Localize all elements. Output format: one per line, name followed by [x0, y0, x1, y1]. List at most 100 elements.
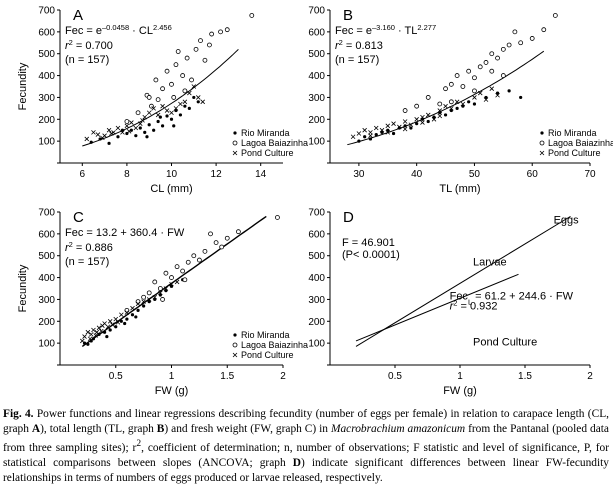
- data-point-circle: [191, 253, 197, 259]
- data-point-dot: [178, 113, 183, 117]
- data-point-dot: [380, 130, 384, 134]
- y-tick-label: 200: [308, 115, 325, 126]
- r-squared-text: r2 = 0.932: [450, 298, 498, 313]
- data-point-cross: [163, 286, 169, 291]
- y-tick-label: 500: [308, 251, 325, 262]
- y-tick-label: 200: [308, 317, 325, 328]
- x-tick-label: 0.5: [109, 371, 123, 382]
- data-point-cross: [94, 329, 100, 335]
- x-tick-label: 30: [353, 169, 365, 180]
- data-point-circle: [495, 55, 500, 61]
- r-squared-symbol: r: [65, 242, 70, 254]
- data-point-circle: [135, 299, 141, 305]
- r-squared-value: = 0.813: [343, 40, 383, 52]
- data-point-circle: [146, 95, 152, 100]
- data-point-cross: [141, 299, 146, 304]
- data-point-circle: [202, 248, 208, 254]
- data-point-cross: [110, 322, 115, 327]
- caption-text-3: ) and fresh weight (FW, graph C) in: [164, 423, 331, 436]
- data-point-circle: [182, 88, 188, 94]
- r-squared-sup: 2: [69, 240, 73, 249]
- figure-caption: Fig. 4. Power functions and linear regre…: [3, 407, 609, 486]
- y-axis-label: Fecundity: [17, 264, 29, 312]
- data-point-dot: [123, 321, 127, 326]
- data-point-cross: [95, 132, 101, 137]
- caption-text-1: Power functions and linear regressions d…: [3, 408, 609, 436]
- larvae-equation-sub: L: [468, 297, 472, 306]
- data-point-circle: [437, 101, 443, 107]
- data-point-cross: [109, 131, 114, 136]
- data-point-circle: [219, 244, 225, 250]
- sample-size-text: (n = 157): [335, 54, 379, 66]
- y-tick-label: 100: [38, 137, 55, 148]
- data-point-cross: [133, 125, 139, 131]
- y-tick-label: 700: [308, 208, 325, 219]
- data-point-dot: [467, 100, 471, 104]
- data-point-dot: [187, 106, 191, 110]
- data-point-cross: [472, 95, 477, 100]
- data-point-circle: [506, 42, 512, 48]
- data-point-cross: [449, 106, 454, 111]
- data-point-cross: [107, 319, 113, 324]
- equation-main: Fec = e: [65, 25, 102, 37]
- data-point-cross: [146, 110, 152, 116]
- data-point-dot: [136, 308, 140, 312]
- data-point-circle: [235, 229, 241, 235]
- data-point-circle: [164, 68, 170, 74]
- y-tick-label: 300: [38, 295, 55, 306]
- data-point-circle: [207, 42, 212, 48]
- data-point-cross: [105, 324, 111, 330]
- data-point-cross: [425, 112, 431, 118]
- eggs-label: Eggs: [554, 214, 580, 226]
- data-point-dot: [420, 117, 425, 121]
- data-point-circle: [213, 240, 219, 246]
- data-point-circle: [541, 27, 547, 33]
- larvae-equation-main: Fec: [450, 290, 469, 302]
- data-point-cross: [85, 329, 91, 335]
- data-point-cross: [460, 101, 466, 107]
- y-tick-label: 500: [38, 49, 55, 60]
- x-tick-label: 1.5: [220, 371, 234, 382]
- r-squared-symbol: r: [65, 40, 70, 52]
- data-point-cross: [82, 334, 87, 339]
- equation-main: Fec = 13.2 + 360.4 · FW: [65, 227, 185, 239]
- y-tick-label: 100: [308, 137, 325, 148]
- data-point-circle: [518, 40, 524, 46]
- data-point-dot: [363, 135, 367, 139]
- data-point-circle: [175, 49, 181, 54]
- y-tick-label: 300: [308, 93, 325, 104]
- data-point-circle: [483, 60, 489, 65]
- equation-text: Fec = 13.2 + 360.4 · FW: [65, 227, 185, 239]
- data-point-cross: [111, 130, 116, 135]
- data-point-cross: [420, 114, 425, 120]
- data-point-dot: [449, 108, 453, 113]
- data-point-cross: [88, 332, 94, 337]
- data-point-circle: [209, 31, 215, 37]
- p-value-text: (P< 0.0001): [342, 249, 400, 261]
- data-point-circle: [189, 77, 194, 83]
- r-squared-sup: 2: [453, 298, 457, 307]
- x-tick-label: 0.5: [388, 371, 402, 382]
- y-tick-label: 300: [308, 295, 325, 306]
- data-point-dot: [174, 108, 178, 113]
- y-tick-label: 100: [38, 339, 55, 350]
- data-point-circle: [414, 103, 420, 109]
- data-point-dot: [143, 130, 147, 134]
- x-tick-label: 50: [469, 169, 481, 180]
- x-tick-label: 2: [280, 371, 286, 382]
- data-point-dot: [91, 337, 96, 341]
- data-point-circle: [232, 342, 238, 348]
- equation-exponent: –3.160: [372, 23, 395, 32]
- equation-exponent: –0.0458: [102, 23, 129, 32]
- data-point-dot: [386, 128, 390, 132]
- x-axis-label: FW (g): [443, 385, 477, 397]
- x-tick-label: 70: [584, 169, 596, 180]
- x-tick-label: 1: [457, 371, 463, 382]
- data-point-dot: [391, 131, 396, 136]
- data-point-cross: [187, 90, 192, 96]
- x-axis-label: CL (mm): [150, 183, 192, 195]
- y-tick-label: 100: [308, 339, 325, 350]
- caption-bold-b: B: [156, 423, 165, 436]
- data-point-dot: [130, 313, 135, 317]
- data-point-dot: [519, 95, 523, 100]
